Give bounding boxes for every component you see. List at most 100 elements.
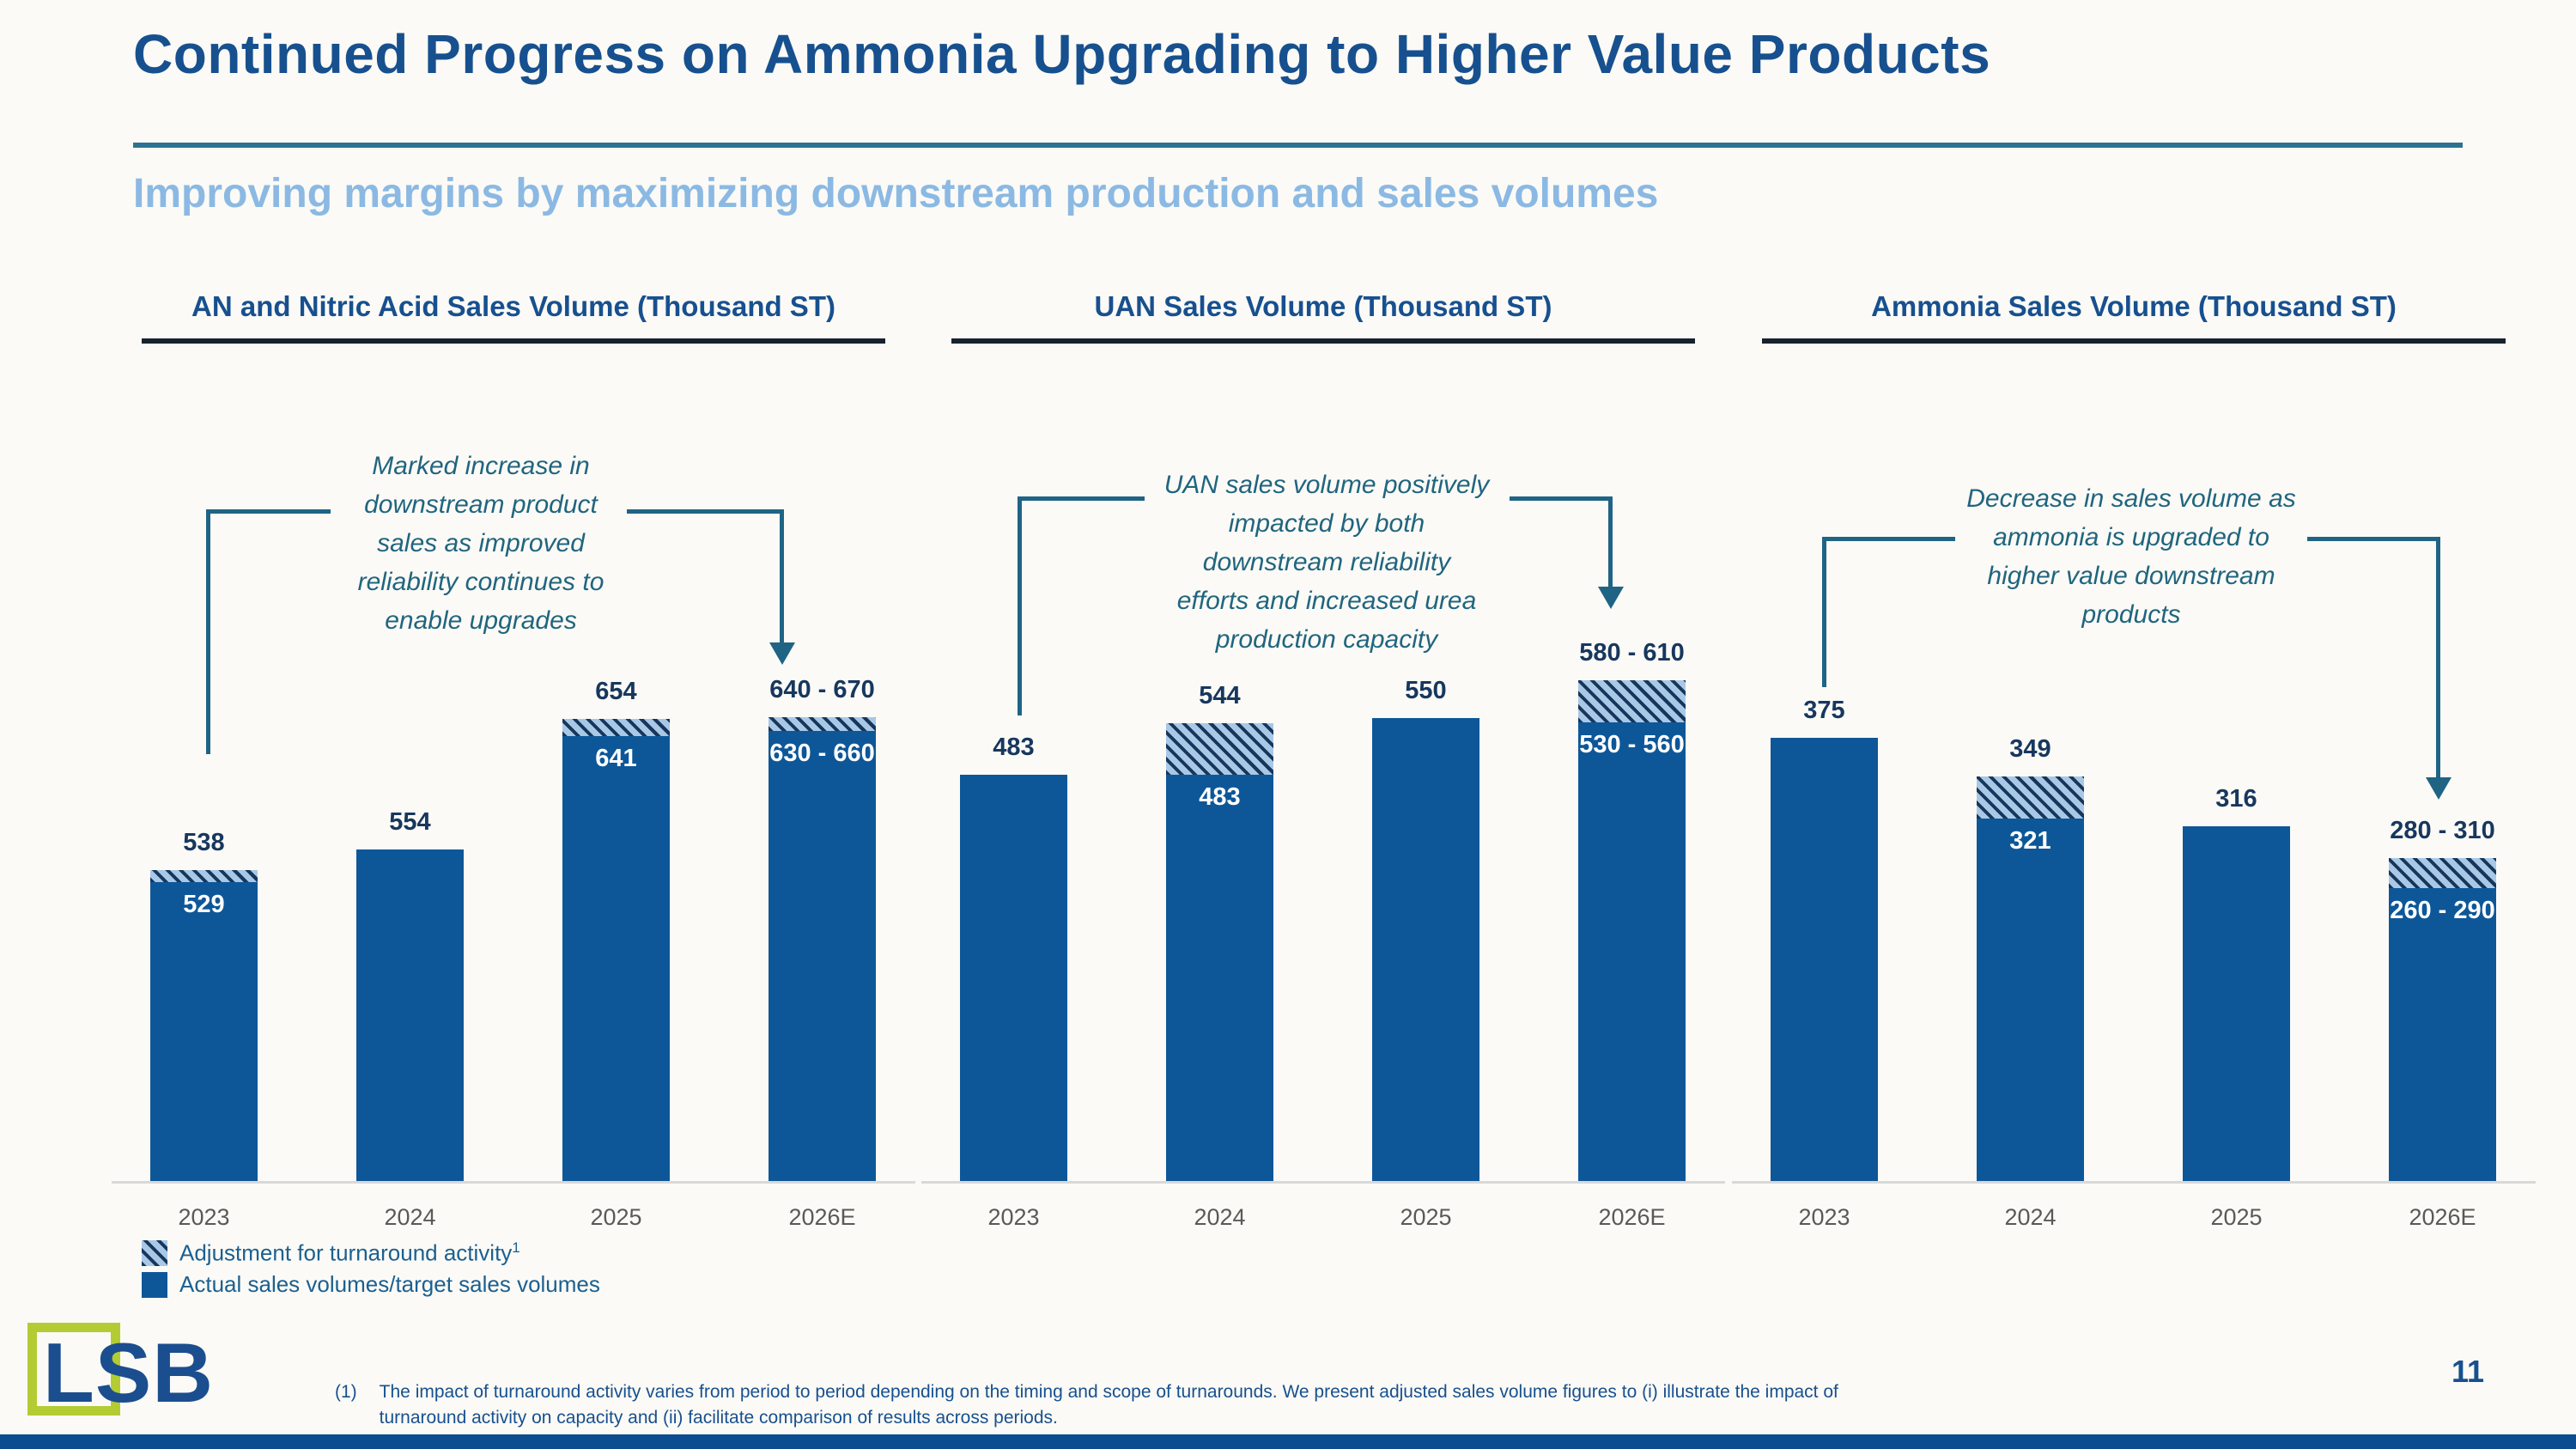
bar — [356, 849, 464, 1181]
lsb-logo: LSB — [43, 1325, 214, 1420]
title-divider — [133, 143, 2463, 148]
bar-actual-segment — [1977, 819, 2084, 1181]
bar — [1372, 718, 1479, 1181]
page-title: Continued Progress on Ammonia Upgrading … — [133, 23, 1991, 85]
bar-actual-segment — [960, 775, 1067, 1181]
x-axis-category-label: 2026E — [2409, 1204, 2476, 1230]
x-axis-category-label: 2025 — [590, 1204, 642, 1230]
bar-actual-segment — [1771, 738, 1878, 1181]
annotation-connector-line — [1510, 496, 1608, 501]
bar-actual-segment — [356, 849, 464, 1181]
bar-adjustment-segment — [150, 870, 258, 882]
page-subtitle: Improving margins by maximizing downstre… — [133, 171, 1659, 216]
x-axis-category-label: 2023 — [178, 1204, 230, 1230]
lsb-logo-square — [27, 1323, 120, 1416]
bar-actual-label: 483 — [1199, 783, 1241, 811]
bar — [1578, 680, 1686, 1181]
x-axis-baseline — [1732, 1181, 2536, 1184]
chart-plot: 538 529 2023 554 2024 654 641 2025 640 - 670 630 … — [112, 283, 915, 1254]
bar-total-label: 544 — [1199, 682, 1241, 709]
bar-actual-segment — [1372, 718, 1479, 1181]
bar-actual-label: 321 — [2009, 827, 2051, 855]
annotation-connector-line — [206, 509, 210, 754]
bar — [960, 775, 1067, 1181]
x-axis-category-label: 2024 — [384, 1204, 436, 1230]
x-axis-category-label: 2024 — [2004, 1204, 2057, 1230]
chart-plot: 483 2023 544 483 2024 550 2025 580 - 610 530 - 5… — [921, 283, 1725, 1254]
chart-plot: 375 2023 349 321 2024 316 2025 280 - 310 260 - 2… — [1732, 283, 2536, 1254]
chart-title-underline — [1762, 338, 2506, 344]
annotation-arrow-icon — [769, 642, 795, 665]
x-axis-category-label: 2026E — [1598, 1204, 1666, 1230]
bar-adjustment-segment — [1578, 680, 1686, 722]
bar-adjustment-segment — [1977, 776, 2084, 819]
annotation-arrow-icon — [1598, 587, 1624, 609]
bar-total-label: 280 - 310 — [2390, 817, 2495, 844]
legend-label: Adjustment for turnaround activity1 — [179, 1239, 520, 1266]
bar-actual-segment — [769, 731, 876, 1181]
bar-actual-segment — [2389, 888, 2496, 1181]
footnote-text: The impact of turnaround activity varies… — [379, 1382, 1838, 1428]
chart-annotation: Decrease in sales volume as ammonia is up… — [1966, 484, 2296, 629]
annotation-connector-line — [2307, 537, 2436, 541]
bar-total-label: 654 — [595, 678, 637, 705]
bar-adjustment-segment — [2389, 858, 2496, 888]
x-axis-category-label: 2023 — [987, 1204, 1040, 1230]
chart-section-ammonia: Ammonia Sales Volume (Thousand ST) 375 20… — [1732, 283, 2536, 1254]
chart-title-underline — [951, 338, 1695, 344]
bar-total-label: 554 — [389, 808, 431, 836]
legend-item-actual: Actual sales volumes/target sales volume… — [142, 1271, 600, 1298]
annotation-connector-line — [206, 509, 331, 514]
annotation-connector-line — [780, 509, 784, 642]
chart-annotation: UAN sales volume positively impacted by b… — [1163, 471, 1490, 654]
bar-actual-segment — [150, 882, 258, 1181]
bar-actual-segment — [1578, 722, 1686, 1181]
bar — [150, 870, 258, 1181]
chart-title: AN and Nitric Acid Sales Volume (Thousan… — [191, 290, 835, 322]
chart-annotation: Marked increase in downstream product sale… — [357, 452, 605, 635]
annotation-arrow-icon — [2426, 777, 2451, 800]
annotation-connector-line — [1018, 496, 1022, 715]
chart-title: UAN Sales Volume (Thousand ST) — [1094, 290, 1552, 322]
bar-adjustment-segment — [769, 717, 876, 731]
bar — [1771, 738, 1878, 1181]
annotation-connector-line — [1608, 496, 1613, 587]
chart-section-an-nitric-acid: AN and Nitric Acid Sales Volume (Thousan… — [112, 283, 915, 1254]
bar-total-label: 349 — [2009, 735, 2051, 763]
annotation-connector-line — [1822, 537, 1826, 687]
bar-total-label: 550 — [1405, 677, 1447, 704]
chart-title: Ammonia Sales Volume (Thousand ST) — [1871, 290, 2397, 322]
bar — [2389, 858, 2496, 1181]
bar-actual-label: 529 — [183, 891, 225, 918]
bar-total-label: 538 — [183, 829, 225, 856]
bar — [769, 717, 876, 1181]
bar-actual-segment — [2183, 826, 2290, 1181]
bar — [1166, 723, 1273, 1181]
x-axis-baseline — [112, 1181, 915, 1184]
bar-actual-segment — [1166, 775, 1273, 1181]
footnote: (1) The impact of turnaround activity va… — [335, 1379, 1865, 1431]
page-number: 11 — [2451, 1354, 2485, 1389]
hatched-swatch-icon — [142, 1239, 167, 1266]
x-axis-baseline — [921, 1181, 1725, 1184]
bar-actual-label: 530 - 560 — [1579, 731, 1685, 758]
bar-adjustment-segment — [562, 719, 670, 736]
bar-actual-label: 260 - 290 — [2390, 897, 2495, 924]
annotation-connector-line — [627, 509, 780, 514]
legend-label: Actual sales volumes/target sales volume… — [179, 1271, 600, 1297]
x-axis-category-label: 2025 — [2210, 1204, 2263, 1230]
solid-swatch-icon — [142, 1271, 167, 1298]
x-axis-category-label: 2023 — [1798, 1204, 1850, 1230]
annotation-connector-line — [2436, 537, 2440, 777]
annotation-connector-line — [1822, 537, 1955, 541]
bar-actual-label: 630 - 660 — [769, 740, 875, 767]
bar — [2183, 826, 2290, 1181]
bar-total-label: 640 - 670 — [769, 676, 875, 703]
x-axis-category-label: 2026E — [788, 1204, 856, 1230]
chart-title-underline — [142, 338, 885, 344]
bar-total-label: 580 - 610 — [1579, 639, 1685, 667]
legend-item-adjustment: Adjustment for turnaround activity1 — [142, 1239, 520, 1267]
bar-total-label: 483 — [993, 734, 1035, 761]
bottom-accent-bar — [0, 1434, 2576, 1449]
